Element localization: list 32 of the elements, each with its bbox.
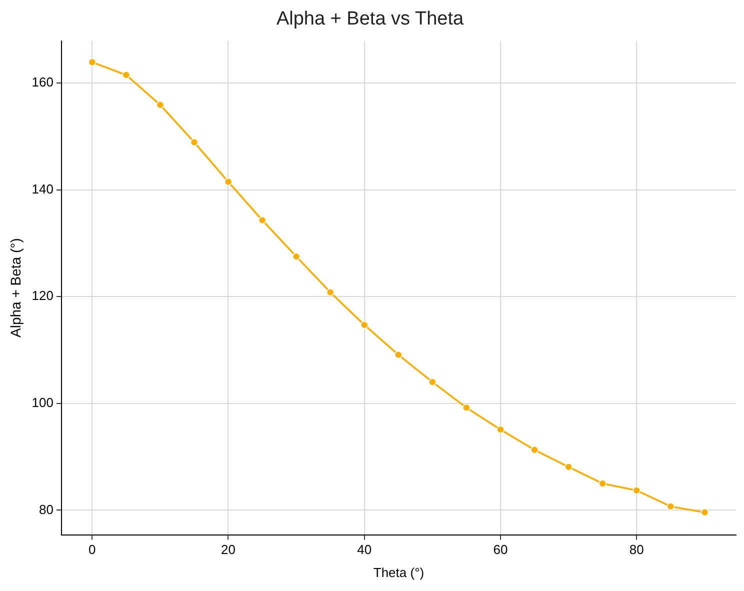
point — [598, 480, 606, 488]
x-axis-title: Theta (°) — [373, 564, 424, 580]
x-tick-label: 80 — [629, 542, 644, 558]
point — [394, 350, 402, 359]
point — [156, 100, 164, 109]
x-tick-label: 40 — [357, 542, 372, 558]
point — [122, 71, 130, 79]
chart-title: Alpha + Beta vs Theta — [276, 8, 464, 30]
x-tick-label: 20 — [221, 542, 236, 558]
y-tick-label: 140 — [32, 181, 54, 196]
point — [292, 252, 300, 260]
point — [496, 426, 504, 434]
point — [258, 216, 266, 224]
x-tick-label: 60 — [493, 542, 508, 558]
point — [224, 178, 232, 186]
point — [700, 508, 709, 516]
point — [530, 446, 538, 454]
point — [632, 486, 641, 494]
y-tick-label: 100 — [32, 395, 54, 410]
point — [190, 138, 198, 146]
point — [428, 378, 436, 386]
y-axis-title: Alpha + Beta (°) — [7, 238, 24, 338]
x-tick-label: 0 — [88, 542, 96, 558]
point — [88, 58, 96, 66]
point — [564, 463, 572, 471]
point — [666, 502, 675, 510]
y-tick-label: 120 — [32, 288, 54, 304]
point — [326, 288, 334, 296]
point — [462, 404, 470, 412]
y-tick-label: 80 — [39, 502, 54, 517]
point — [360, 321, 368, 329]
y-tick-label: 160 — [32, 74, 54, 90]
